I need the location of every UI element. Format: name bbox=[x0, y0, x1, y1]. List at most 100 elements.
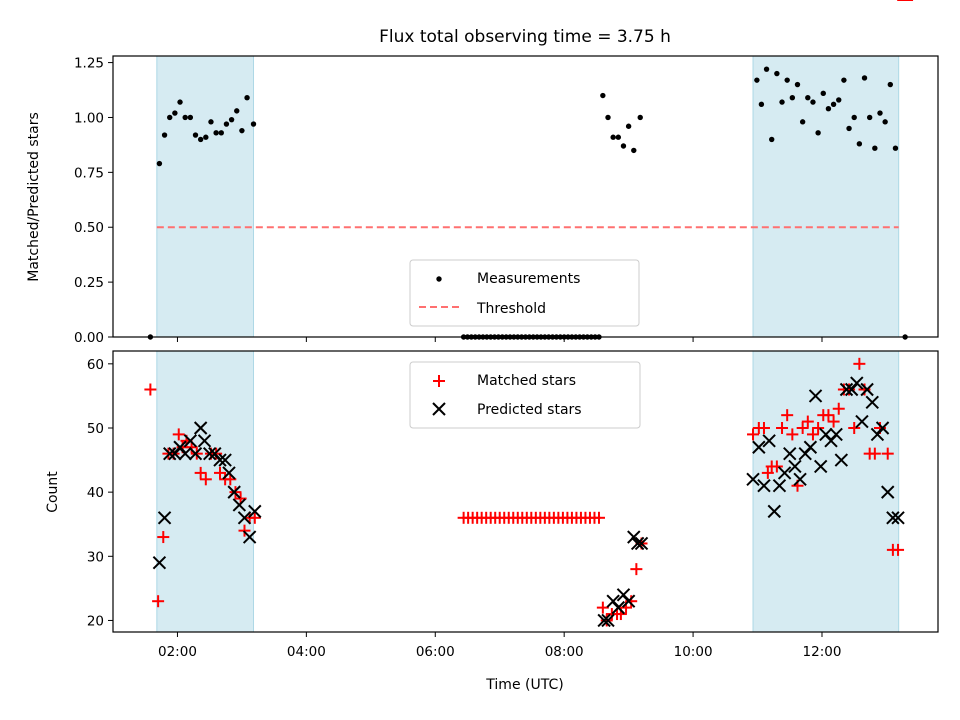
measurement-point bbox=[625, 123, 632, 129]
predicted-star-point bbox=[783, 446, 797, 461]
x-tick-label: 10:00 bbox=[674, 644, 713, 660]
predicted-star-point bbox=[611, 600, 626, 615]
y-tick-label: 0.75 bbox=[74, 165, 104, 181]
matched-star-point bbox=[213, 466, 226, 479]
y-tick-label: 1.00 bbox=[74, 110, 104, 126]
predicted-star-point bbox=[222, 466, 236, 480]
matched-star-point bbox=[625, 595, 638, 608]
top-ylabel: Matched/Predicted stars bbox=[26, 112, 42, 282]
measurement-point bbox=[887, 81, 894, 88]
matched-star-point bbox=[881, 447, 894, 460]
matched-star-point bbox=[776, 421, 789, 434]
legend-measurements-label: Measurements bbox=[477, 271, 580, 287]
matched-star-point bbox=[892, 543, 905, 556]
x-tick-label: 02:00 bbox=[158, 644, 197, 660]
measurement-point bbox=[815, 130, 821, 136]
matched-star-point bbox=[199, 473, 212, 486]
measurement-point bbox=[187, 114, 194, 121]
measurement-point bbox=[882, 119, 888, 125]
predicted-star-point bbox=[850, 376, 864, 390]
matched-star-point bbox=[832, 402, 845, 415]
measurement-point bbox=[846, 125, 852, 132]
matched-star-point bbox=[157, 531, 170, 544]
matched-star-point bbox=[822, 409, 835, 422]
predicted-star-point bbox=[839, 382, 854, 397]
measurement-point bbox=[615, 134, 622, 140]
measurement-point bbox=[192, 132, 199, 138]
matched-star-point bbox=[194, 466, 207, 479]
measurement-point bbox=[830, 101, 837, 107]
measurement-point bbox=[805, 95, 811, 101]
matched-star-point bbox=[806, 428, 819, 441]
legend-measurements-marker bbox=[436, 276, 442, 282]
predicted-star-point bbox=[163, 446, 177, 461]
predicted-star-point bbox=[202, 446, 217, 461]
measurement-point bbox=[610, 134, 616, 140]
measurement-point bbox=[600, 92, 606, 99]
matched-star-point bbox=[596, 601, 609, 614]
predicted-star-point bbox=[767, 504, 781, 519]
measurement-point bbox=[208, 119, 214, 125]
predicted-star-point bbox=[881, 485, 895, 499]
shaded-interval bbox=[156, 55, 255, 338]
chart-title: Flux total observing time = 3.75 h bbox=[379, 27, 671, 47]
measurement-point bbox=[872, 145, 878, 151]
measurement-point bbox=[223, 121, 230, 127]
predicted-star-point bbox=[855, 414, 869, 429]
predicted-star-point bbox=[875, 421, 890, 435]
measurement-point bbox=[182, 114, 188, 121]
y-tick-label: 0.50 bbox=[74, 220, 104, 236]
predicted-star-point bbox=[183, 434, 198, 448]
predicted-star-point bbox=[865, 395, 879, 410]
shaded-interval bbox=[752, 55, 900, 338]
measurement-point bbox=[239, 127, 245, 134]
matched-star-point bbox=[848, 421, 861, 434]
measurement-point bbox=[631, 147, 637, 154]
matched-star-point bbox=[757, 421, 770, 434]
y-tick-label: 0.00 bbox=[74, 330, 104, 346]
matched-star-point bbox=[853, 357, 866, 370]
bottom-panel: 20 30 40 50 60 02:00 04:00 06:00 08:00 10:00 12:0… bbox=[45, 0, 939, 693]
matched-star-point bbox=[592, 511, 605, 524]
predicted-star-point bbox=[772, 479, 787, 493]
matched-star-point bbox=[858, 383, 871, 396]
predicted-star-point bbox=[237, 511, 252, 525]
matched-star-point bbox=[630, 563, 643, 576]
top-legend-box bbox=[409, 259, 640, 327]
predicted-star-point bbox=[634, 536, 649, 551]
measurement-point bbox=[774, 70, 780, 77]
measurement-point bbox=[637, 114, 643, 121]
matched-star-point bbox=[172, 428, 185, 441]
predicted-star-point bbox=[630, 536, 645, 551]
measurement-point bbox=[784, 77, 790, 83]
measurement-point bbox=[779, 99, 785, 105]
matched-star-point bbox=[770, 460, 783, 473]
predicted-star-point bbox=[232, 498, 247, 512]
bottom-ylabel: Count bbox=[45, 471, 61, 513]
predicted-star-point bbox=[777, 466, 792, 480]
predicted-star-point bbox=[227, 485, 241, 499]
predicted-star-point bbox=[757, 479, 771, 493]
matched-star-point bbox=[144, 383, 157, 396]
predicted-star-point bbox=[218, 453, 232, 467]
measurement-point bbox=[754, 77, 760, 83]
measurement-point bbox=[177, 99, 183, 105]
predicted-star-point bbox=[813, 459, 828, 474]
bottom-panel-frame bbox=[112, 350, 939, 633]
x-tick-label: 06:00 bbox=[416, 644, 455, 660]
predicted-star-point bbox=[597, 613, 611, 628]
bottom-legend: Matched stars Predicted stars bbox=[409, 361, 641, 429]
legend-matched-label: Matched stars bbox=[477, 373, 576, 389]
legend-predicted-marker bbox=[432, 402, 446, 416]
predicted-star-point bbox=[152, 556, 167, 570]
predicted-star-point bbox=[746, 472, 760, 487]
predicted-star-point bbox=[793, 472, 807, 487]
measurement-point bbox=[810, 99, 816, 105]
y-tick-label: 40 bbox=[87, 485, 104, 501]
matched-star-point bbox=[781, 409, 794, 422]
measurement-point bbox=[841, 77, 847, 83]
measurement-point bbox=[250, 121, 257, 127]
matched-star-point bbox=[761, 466, 774, 479]
predicted-star-point bbox=[197, 434, 212, 448]
predicted-star-point bbox=[242, 530, 257, 544]
